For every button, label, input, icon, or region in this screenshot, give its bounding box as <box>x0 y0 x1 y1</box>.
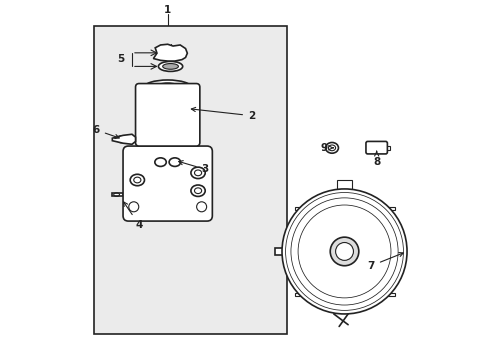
Bar <box>274 248 283 255</box>
Text: 3: 3 <box>178 161 208 174</box>
Ellipse shape <box>190 185 205 197</box>
Ellipse shape <box>143 80 192 96</box>
Ellipse shape <box>169 158 180 166</box>
Bar <box>386 293 394 296</box>
Ellipse shape <box>164 156 177 165</box>
Bar <box>94 26 287 334</box>
Text: 6: 6 <box>92 125 119 139</box>
Ellipse shape <box>190 167 205 179</box>
FancyBboxPatch shape <box>123 146 212 221</box>
Text: 7: 7 <box>367 253 403 271</box>
Ellipse shape <box>335 243 353 260</box>
Polygon shape <box>153 44 187 61</box>
Ellipse shape <box>155 158 166 166</box>
Bar <box>383 146 389 150</box>
Text: 2: 2 <box>191 107 255 121</box>
Text: 1: 1 <box>164 5 171 15</box>
Text: 9: 9 <box>320 143 332 153</box>
Bar <box>294 207 301 210</box>
Bar <box>337 180 351 189</box>
Text: 8: 8 <box>372 152 380 167</box>
Ellipse shape <box>158 62 183 71</box>
Text: 4: 4 <box>123 202 142 230</box>
Bar <box>112 193 123 196</box>
Bar <box>157 135 177 146</box>
Text: 5: 5 <box>118 54 124 64</box>
Ellipse shape <box>130 174 144 186</box>
Polygon shape <box>112 134 135 144</box>
Bar <box>386 207 394 210</box>
Bar <box>294 293 301 296</box>
Ellipse shape <box>329 237 358 266</box>
Ellipse shape <box>325 143 338 153</box>
FancyBboxPatch shape <box>365 141 386 154</box>
Ellipse shape <box>163 64 178 69</box>
Circle shape <box>282 189 406 314</box>
FancyBboxPatch shape <box>135 84 200 146</box>
